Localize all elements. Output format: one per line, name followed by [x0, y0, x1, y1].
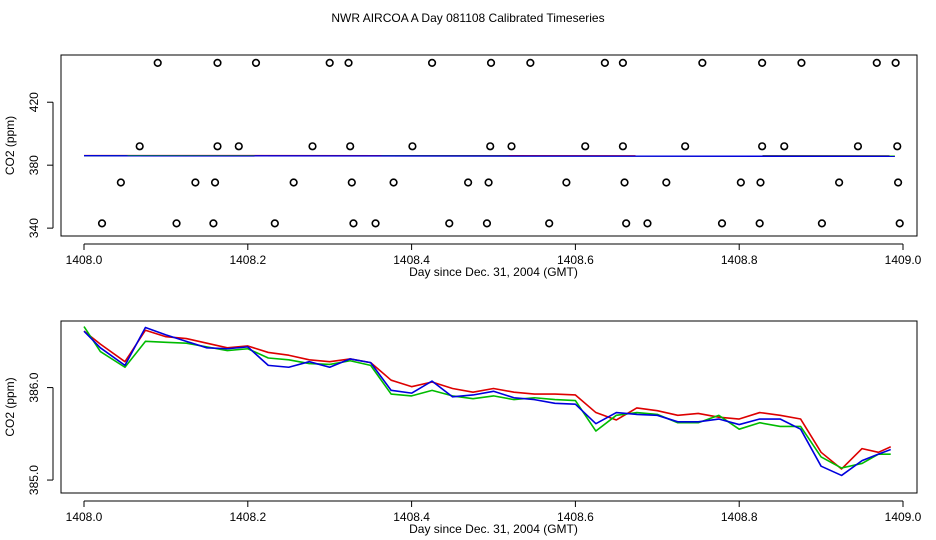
- scatter-point-57: [717, 219, 727, 228]
- x-tick-label-3: 1408.4: [393, 253, 430, 267]
- plot-frame: [60, 320, 918, 494]
- scatter-point-10: [618, 58, 628, 67]
- scatter-point-42: [736, 178, 745, 187]
- scatter-point-5: [344, 58, 353, 67]
- scatter-point-19: [308, 142, 317, 151]
- x-tick-label-5: 1408.8: [721, 510, 758, 524]
- x-tick-label-2: 1408.2: [229, 253, 266, 267]
- scatter-point-58: [755, 219, 764, 228]
- series-line-3: [83, 326, 891, 477]
- scatter-point-43: [756, 178, 765, 187]
- scatter-point-25: [618, 142, 628, 151]
- scatter-point-48: [209, 219, 218, 228]
- scatter-point-28: [780, 142, 789, 151]
- scatter-point-50: [349, 219, 358, 228]
- scatter-point-15: [891, 58, 900, 67]
- scatter-point-55: [622, 219, 631, 228]
- scatter-point-44: [835, 178, 844, 187]
- scatter-point-52: [445, 219, 454, 228]
- scatter-point-31: [116, 178, 125, 187]
- y-axis-label: CO2 (ppm): [3, 377, 17, 436]
- scatter-point-17: [213, 142, 222, 151]
- panel-top: 1408.0 1408.2 1408.4 1408.6 1408.8 1409.0 Day …: [3, 54, 922, 279]
- scatter-point-49: [270, 219, 279, 228]
- scatter-point-54: [545, 219, 554, 228]
- scatter-point-38: [484, 178, 493, 187]
- y-tick-label-1: 340: [27, 218, 41, 238]
- y-tick-label-1: 385.0: [27, 465, 41, 495]
- scatter-point-8: [526, 58, 535, 67]
- x-tick-label-1: 1408.0: [66, 253, 103, 267]
- y-tick-label-3: 420: [27, 92, 41, 112]
- scatter-point-36: [389, 178, 398, 187]
- scatter-point-9: [600, 58, 609, 67]
- scatter-point-20: [346, 142, 355, 151]
- scatter-point-33: [210, 178, 220, 187]
- scatter-point-46: [97, 219, 107, 228]
- x-tick-label-5: 1408.8: [721, 253, 758, 267]
- scatter-point-26: [681, 142, 690, 151]
- scatter-point-11: [698, 58, 707, 67]
- scatter-point-47: [172, 219, 181, 228]
- scatter-point-32: [191, 178, 200, 187]
- scatter-point-23: [507, 142, 516, 151]
- chart-title: NWR AIRCOA A Day 081108 Calibrated Times…: [331, 11, 604, 25]
- x-tick-label-1: 1408.0: [66, 510, 103, 524]
- scatter-point-35: [347, 178, 356, 187]
- x-tick-label-6: 1409.0: [885, 253, 922, 267]
- scatter-point-6: [427, 58, 437, 67]
- scatter-point-4: [325, 58, 334, 67]
- scatter-point-40: [620, 178, 629, 187]
- scatter-point-1: [153, 58, 162, 67]
- series-line-1: [83, 329, 892, 470]
- plot-frame: [60, 54, 918, 237]
- scatter-point-59: [817, 219, 827, 228]
- series-line-2: [83, 326, 891, 469]
- scatter-point-3: [251, 58, 261, 67]
- x-axis-label: Day since Dec. 31, 2004 (GMT): [409, 265, 578, 279]
- scatter-point-37: [464, 178, 473, 187]
- panel-bottom: 1408.0 1408.2 1408.4 1408.6 1408.8 1409.0 Day …: [3, 320, 922, 536]
- y-axis-label: CO2 (ppm): [3, 116, 17, 175]
- x-axis-label: Day since Dec. 31, 2004 (GMT): [409, 522, 578, 536]
- scatter-point-24: [581, 142, 590, 151]
- x-tick-label-4: 1408.6: [557, 510, 594, 524]
- scatter-point-41: [662, 178, 671, 187]
- scatter-point-14: [872, 58, 881, 67]
- scatter-point-51: [371, 219, 380, 228]
- scatter-point-2: [213, 58, 222, 67]
- x-tick-label-2: 1408.2: [229, 510, 266, 524]
- scatter-point-21: [408, 142, 417, 151]
- scatter-point-13: [797, 58, 806, 67]
- x-tick-label-3: 1408.4: [393, 510, 430, 524]
- scatter-point-56: [643, 219, 652, 228]
- scatter-point-30: [893, 142, 902, 151]
- scatter-point-34: [289, 178, 298, 187]
- scatter-point-7: [486, 58, 496, 67]
- scatter-point-53: [482, 219, 492, 228]
- x-tick-label-4: 1408.6: [557, 253, 594, 267]
- scatter-point-60: [895, 219, 904, 228]
- scatter-point-12: [758, 58, 767, 67]
- scatter-point-45: [893, 178, 903, 187]
- scatter-point-16: [135, 142, 144, 151]
- series-line-3: [83, 155, 895, 158]
- scatter-point-27: [758, 142, 767, 151]
- y-tick-label-2: 380: [27, 155, 41, 175]
- scatter-point-29: [853, 142, 863, 151]
- scatter-point-18: [234, 142, 243, 151]
- x-tick-label-6: 1409.0: [885, 510, 922, 524]
- y-tick-label-2: 386.0: [27, 372, 41, 402]
- scatter-point-39: [562, 178, 571, 187]
- scatter-point-22: [486, 142, 495, 151]
